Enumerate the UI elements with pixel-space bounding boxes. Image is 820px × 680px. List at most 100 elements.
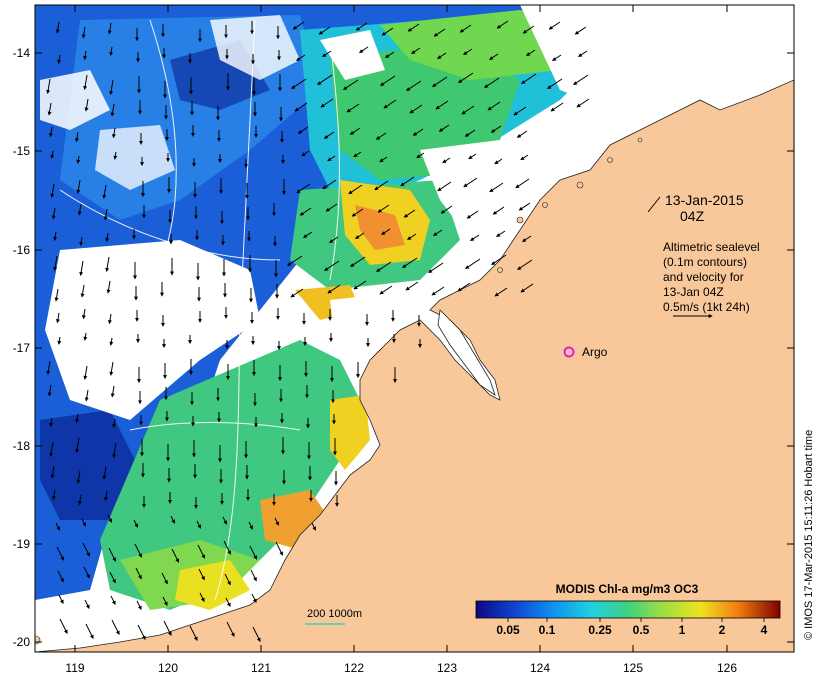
velocity-arrow bbox=[351, 208, 364, 217]
velocity-arrow bbox=[299, 207, 312, 216]
velocity-arrow bbox=[438, 124, 450, 132]
lat-tick-label: -18 bbox=[13, 439, 31, 453]
legend-line: and velocity for bbox=[663, 270, 744, 284]
velocity-arrow bbox=[81, 26, 86, 39]
velocity-arrow bbox=[552, 54, 562, 62]
velocity-arrow bbox=[490, 125, 502, 133]
velocity-arrow bbox=[573, 74, 589, 86]
velocity-arrow bbox=[109, 337, 114, 346]
velocity-arrow bbox=[311, 522, 317, 531]
velocity-arrow bbox=[520, 283, 534, 293]
velocity-arrow bbox=[197, 544, 206, 559]
velocity-arrow bbox=[355, 22, 368, 31]
velocity-arrow bbox=[516, 130, 528, 138]
credit-text: © IMOS 17-Mar-2015 15:11:26 Hobart time bbox=[803, 430, 815, 640]
velocity-arrow bbox=[102, 466, 107, 480]
colorbar-label: 0.25 bbox=[588, 623, 612, 637]
velocity-arrow bbox=[432, 76, 448, 88]
velocity-arrow bbox=[189, 625, 198, 641]
velocity-arrow bbox=[324, 260, 340, 272]
velocity-arrow bbox=[199, 592, 205, 602]
velocity-arrow bbox=[374, 180, 389, 191]
velocity-arrow bbox=[457, 282, 471, 292]
velocity-arrow bbox=[381, 27, 394, 36]
velocity-arrow bbox=[135, 567, 142, 580]
velocity-arrow bbox=[54, 288, 59, 302]
velocity-arrow bbox=[578, 50, 588, 58]
velocity-arrow bbox=[50, 183, 55, 198]
velocity-arrow bbox=[574, 26, 587, 35]
velocity-arrow bbox=[492, 206, 505, 215]
velocity-arrow bbox=[109, 571, 116, 584]
velocity-arrow bbox=[522, 235, 532, 243]
velocity-arrow bbox=[287, 255, 303, 267]
velocity-arrow bbox=[111, 127, 116, 139]
velocity-arrow bbox=[406, 80, 422, 92]
velocity-arrow bbox=[433, 28, 446, 37]
longitude-tick-labels: 119 120 121 122 123 124 125 126 bbox=[65, 661, 737, 675]
velocity-arrow bbox=[377, 204, 390, 213]
velocity-arrow bbox=[170, 515, 176, 524]
velocity-arrow bbox=[222, 516, 228, 525]
velocity-arrow bbox=[46, 360, 51, 375]
colorbar: MODIS Chl-a mg/m3 OC3 0.05 0.1 0.25 0.5 … bbox=[475, 582, 781, 637]
velocity-arrow bbox=[353, 280, 367, 290]
colorbar-label: 0.05 bbox=[496, 623, 520, 637]
velocity-arrow bbox=[48, 126, 53, 138]
velocity-arrow bbox=[327, 284, 341, 294]
velocity-arrow bbox=[57, 336, 62, 345]
velocity-arrow bbox=[322, 50, 332, 58]
velocity-arrow bbox=[226, 621, 235, 637]
velocity-arrow bbox=[53, 231, 58, 242]
lat-tick-label: -19 bbox=[13, 537, 31, 551]
velocity-arrow bbox=[55, 312, 60, 324]
velocity-arrow bbox=[83, 332, 88, 341]
velocity-arrow bbox=[55, 21, 60, 34]
velocity-arrow bbox=[225, 597, 231, 607]
velocity-arrow bbox=[163, 620, 172, 636]
velocity-arrow bbox=[463, 177, 478, 188]
velocity-arrow bbox=[108, 547, 117, 562]
velocity-arrow bbox=[402, 257, 418, 269]
colorbar-gradient bbox=[475, 600, 781, 619]
velocity-arrow bbox=[522, 25, 535, 34]
velocity-arrow bbox=[59, 618, 68, 634]
velocity-arrow bbox=[111, 619, 120, 635]
velocity-arrow bbox=[349, 127, 361, 135]
velocity-arrow bbox=[297, 126, 309, 134]
velocity-arrow bbox=[55, 522, 61, 531]
velocity-arrow bbox=[320, 98, 334, 108]
latitude-tick-labels: -14 -15 -16 -17 -18 -19 -20 bbox=[13, 46, 31, 649]
velocity-arrow bbox=[136, 600, 142, 610]
velocity-arrow bbox=[85, 623, 94, 639]
velocity-arrow bbox=[47, 384, 52, 397]
velocity-arrow bbox=[103, 490, 108, 502]
velocity-arrow bbox=[133, 519, 139, 528]
velocity-arrow bbox=[46, 78, 51, 95]
velocity-arrow bbox=[526, 49, 536, 57]
velocity-arrow bbox=[82, 542, 91, 557]
velocity-arrow bbox=[407, 23, 420, 32]
velocity-vectors bbox=[46, 20, 590, 642]
velocity-arrow bbox=[84, 389, 89, 402]
velocity-arrow bbox=[290, 288, 304, 298]
velocity-arrow bbox=[409, 104, 423, 114]
velocity-arrow bbox=[521, 73, 537, 85]
velocity-arrow bbox=[77, 494, 82, 506]
velocity-arrow bbox=[249, 545, 258, 560]
velocity-arrow bbox=[57, 570, 64, 583]
velocity-arrow bbox=[322, 179, 337, 190]
velocity-arrow bbox=[487, 101, 501, 111]
velocity-arrow bbox=[83, 50, 88, 61]
velocity-arrow bbox=[83, 566, 90, 579]
velocity-arrow bbox=[346, 103, 360, 113]
velocity-arrow bbox=[520, 154, 529, 161]
argo-float-marker bbox=[563, 346, 575, 358]
velocity-arrow bbox=[294, 102, 308, 112]
lon-tick-label: 122 bbox=[344, 661, 364, 675]
velocity-arrow bbox=[463, 48, 473, 56]
velocity-arrow bbox=[437, 181, 452, 192]
date-leader-line bbox=[647, 196, 661, 213]
velocity-arrow bbox=[51, 489, 56, 501]
velocity-arrow bbox=[491, 254, 507, 266]
